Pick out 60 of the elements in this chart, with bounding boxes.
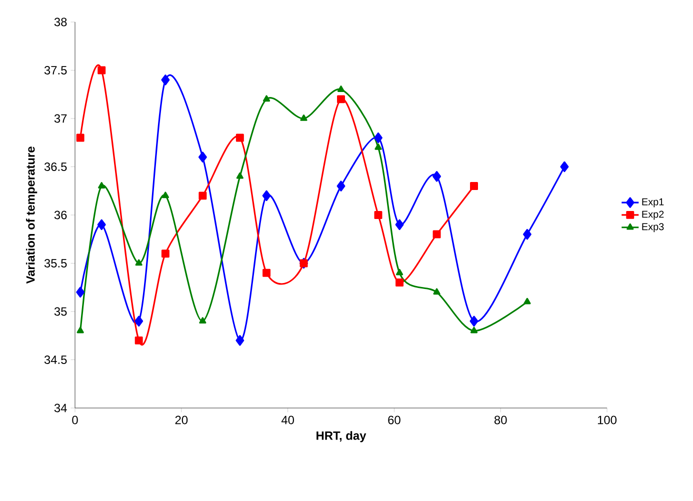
point — [470, 316, 478, 327]
point — [560, 161, 569, 172]
point — [374, 211, 382, 219]
point — [433, 288, 440, 295]
point — [336, 180, 346, 192]
point — [262, 190, 271, 202]
point — [374, 143, 382, 150]
point — [161, 74, 170, 86]
point — [236, 335, 244, 346]
point — [470, 182, 478, 190]
y-tick-label: 34.5 — [44, 356, 67, 364]
x-tick-label: 0 — [72, 416, 78, 424]
point — [396, 268, 404, 276]
y-tick-label: 34 — [54, 404, 67, 412]
point — [396, 278, 404, 287]
y-axis-title: Variation of temperature — [26, 146, 38, 284]
point — [236, 172, 244, 179]
point — [162, 192, 170, 198]
y-tick-label: 37 — [54, 114, 67, 123]
point — [432, 230, 441, 238]
point — [337, 86, 345, 92]
point — [76, 326, 84, 334]
point — [135, 259, 142, 266]
point — [98, 182, 106, 188]
point — [432, 171, 442, 182]
y-tick-label: 36.5 — [44, 162, 67, 171]
point — [161, 250, 170, 258]
point — [199, 317, 206, 324]
x-tick-label: 40 — [281, 416, 294, 424]
legend-label: Exp1 — [642, 198, 664, 208]
point — [395, 219, 404, 230]
y-tick-label: 38 — [54, 18, 67, 26]
point — [262, 268, 271, 277]
point — [98, 66, 106, 74]
point — [522, 228, 532, 240]
x-tick-label: 80 — [494, 416, 507, 424]
x-tick-label: 20 — [175, 416, 188, 424]
point — [76, 286, 85, 298]
point — [262, 95, 270, 102]
point — [76, 134, 84, 142]
legend-label: Exp2 — [642, 210, 664, 220]
point — [374, 132, 382, 144]
point — [198, 192, 207, 200]
y-tick-label: 35 — [54, 307, 67, 316]
y-tick-label: 37.5 — [44, 66, 67, 74]
point — [337, 95, 345, 104]
y-tick-label: 36 — [54, 210, 67, 220]
point — [236, 134, 244, 142]
point — [198, 152, 207, 162]
point — [134, 336, 143, 344]
x-tick-label: 60 — [388, 416, 400, 424]
legend-label: Exp3 — [642, 223, 664, 232]
point — [524, 298, 531, 304]
point — [470, 326, 478, 334]
point — [97, 219, 106, 230]
point — [134, 316, 144, 327]
point — [300, 114, 308, 121]
x-tick-label: 100 — [598, 416, 617, 424]
y-tick-label: 35.5 — [44, 259, 67, 268]
x-axis-title: HRT, day — [316, 431, 366, 442]
